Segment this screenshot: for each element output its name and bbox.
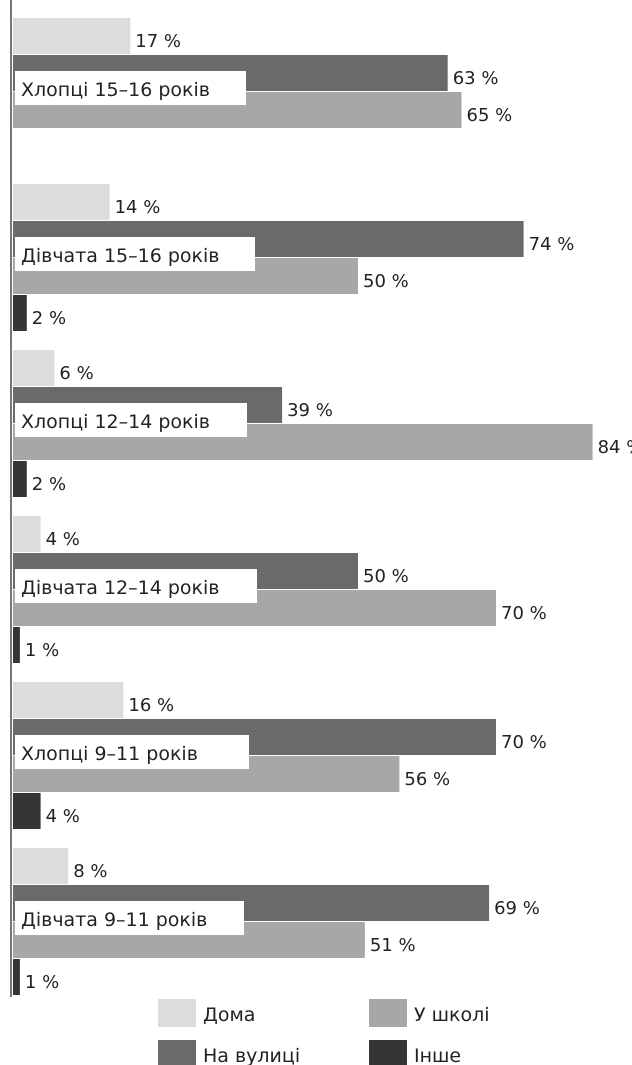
bar-5-1 (13, 682, 124, 718)
value-label: 16 % (128, 695, 174, 716)
bar-6-1 (13, 848, 69, 884)
value-label: 50 % (363, 271, 409, 292)
bar-5-4 (13, 793, 41, 829)
bar-4-4 (13, 627, 20, 663)
value-label: 70 % (501, 603, 547, 624)
bar-2-1 (13, 184, 110, 220)
value-label: 56 % (404, 769, 450, 790)
legend-label: Інше (414, 1045, 461, 1065)
value-label: 50 % (363, 566, 409, 587)
group-label-box (15, 735, 249, 769)
group-label-box (15, 237, 255, 271)
bar-2-4 (13, 295, 27, 331)
value-label: 74 % (529, 234, 575, 255)
value-label: 70 % (501, 732, 547, 753)
value-label: 1 % (25, 972, 59, 993)
group-label-box (15, 901, 244, 935)
value-label: 2 % (32, 308, 66, 329)
value-label: 17 % (135, 31, 181, 52)
value-label: 63 % (453, 68, 499, 89)
legend-swatch (369, 999, 407, 1027)
group-label-box (15, 569, 257, 603)
bar-4-1 (13, 516, 41, 552)
bar-1-1 (13, 18, 131, 54)
value-label: 1 % (25, 640, 59, 661)
legend-swatch (158, 1040, 196, 1065)
value-label: 4 % (46, 529, 80, 550)
value-label: 51 % (370, 935, 416, 956)
value-label: 84 % (598, 437, 632, 458)
legend-swatch (369, 1040, 407, 1065)
value-label: 14 % (115, 197, 161, 218)
group-label: Хлопці 12–14 років (21, 411, 210, 433)
bar-3-1 (13, 350, 55, 386)
value-label: 39 % (287, 400, 333, 421)
legend-label: На вулиці (203, 1045, 300, 1065)
legend-label: Дома (203, 1004, 255, 1026)
value-label: 4 % (46, 806, 80, 827)
group-label-box (15, 71, 246, 105)
value-label: 69 % (494, 898, 540, 919)
group-label-box (15, 403, 247, 437)
group-label: Хлопці 9–11 років (21, 743, 198, 765)
bar-3-4 (13, 461, 27, 497)
group-label: Дівчата 9–11 років (21, 909, 207, 931)
group-label: Дівчата 12–14 років (21, 577, 219, 599)
legend-swatch (158, 999, 196, 1027)
legend-label: У школі (414, 1004, 490, 1026)
group-label: Хлопці 15–16 років (21, 79, 210, 101)
bar-6-4 (13, 959, 20, 995)
value-label: 2 % (32, 474, 66, 495)
value-label: 65 % (467, 105, 513, 126)
value-label: 8 % (73, 861, 107, 882)
value-label: 6 % (59, 363, 93, 384)
group-label: Дівчата 15–16 років (21, 245, 219, 267)
